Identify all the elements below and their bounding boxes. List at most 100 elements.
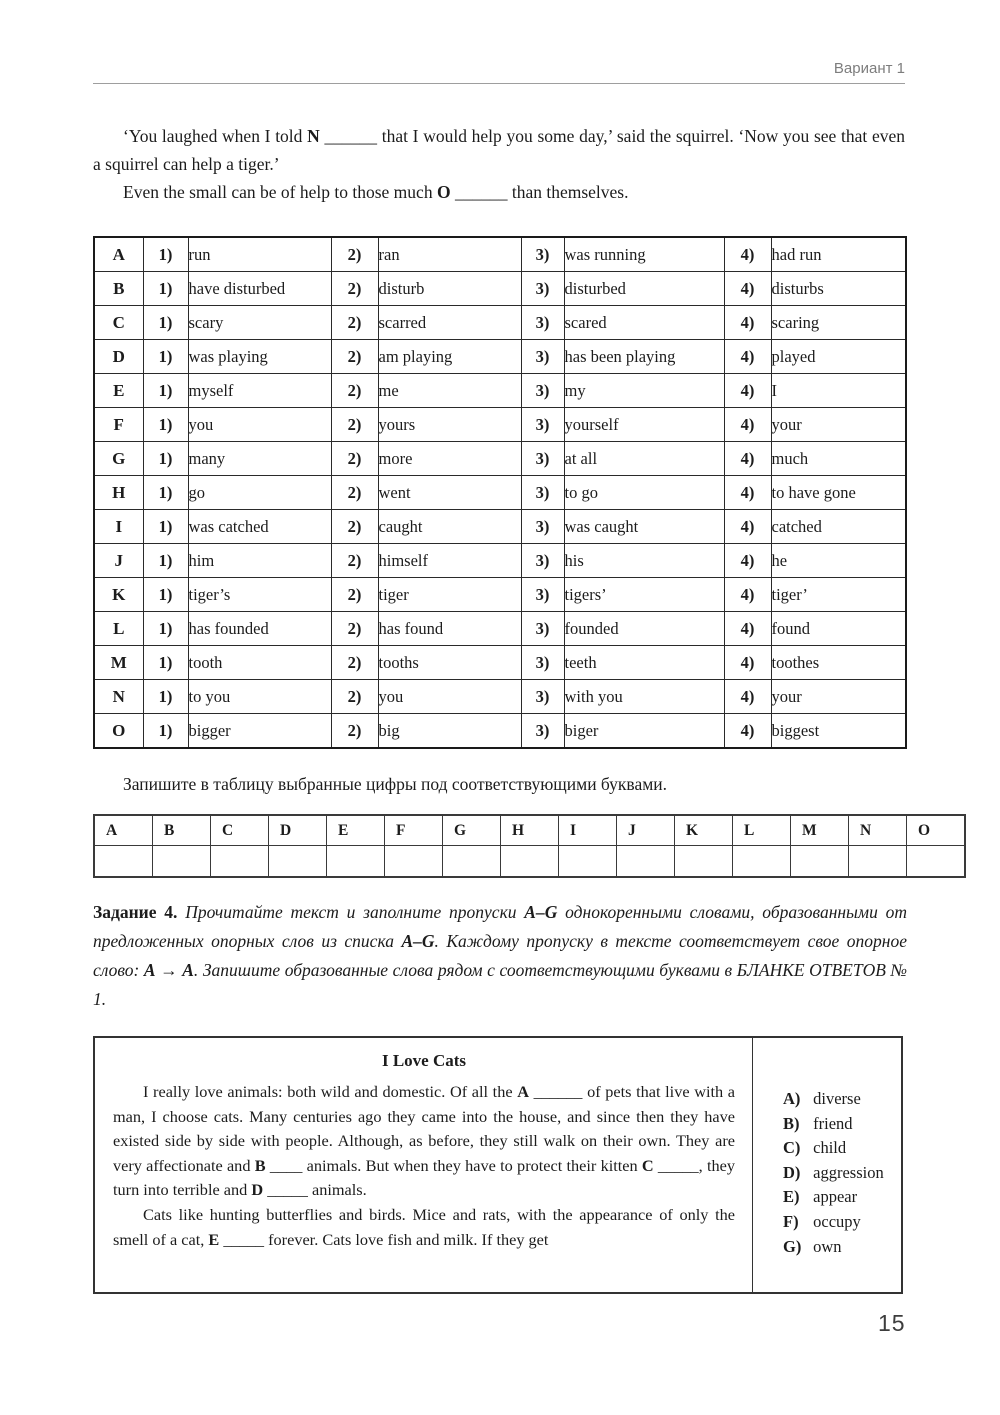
option-text: has been playing [563,339,725,374]
option-number: 2) [330,543,379,578]
answer-input-cell[interactable] [384,845,443,878]
option-text: you [187,407,332,442]
grid-letter: E [326,814,385,846]
option-text: disturb [377,271,522,306]
grid-letter: I [558,814,617,846]
option-number: 4) [723,339,772,374]
page-header: Вариант 1 [93,60,905,84]
table-row: B 1) have disturbed 2) disturb 3) disturbed 4) d… [93,271,907,306]
table-row: F 1) you 2) yours 3) yourself 4) your [93,407,907,442]
answer-input-cell[interactable] [210,845,269,878]
word-value: friend [813,1113,853,1133]
row-letter: B [93,271,144,306]
option-text: caught [377,509,522,544]
option-text: teeth [563,645,725,680]
intro-paragraph-2: Even the small can be of help to those m… [123,182,629,202]
answer-grid-instruction: Запишите в таблицу выбранные цифры под с… [123,774,668,794]
table-row: D 1) was playing 2) am playing 3) has been pla… [93,339,907,374]
answer-input-cell[interactable] [268,845,327,878]
option-text: catched [770,509,907,544]
option-number: 3) [520,679,565,714]
answer-input-cell[interactable] [500,845,559,878]
answer-input-cell[interactable] [790,845,849,878]
grid-letter: F [384,814,443,846]
page-number: 15 [878,1310,906,1336]
option-text: I [770,373,907,408]
option-text: disturbed [563,271,725,306]
answer-input-cell[interactable] [848,845,907,878]
option-number: 1) [142,679,189,714]
option-number: 4) [723,305,772,340]
option-text: to you [187,679,332,714]
option-number: 1) [142,441,189,476]
option-number: 4) [723,373,772,408]
answer-input-cell[interactable] [442,845,501,878]
grid-letter: B [152,814,211,846]
table-row: I 1) was catched 2) caught 3) was caught 4) catc… [93,509,907,544]
answer-input-cell[interactable] [93,845,153,878]
table-row: H 1) go 2) went 3) to go 4) to have gone [93,475,907,510]
option-number: 2) [330,407,379,442]
option-text: was catched [187,509,332,544]
answer-input-cell[interactable] [616,845,675,878]
row-letter: D [93,339,144,374]
text-paragraph-1: I really love animals: both wild and dom… [113,1082,736,1200]
option-text: me [377,373,522,408]
option-number: 4) [723,441,772,476]
option-number: 4) [723,713,772,749]
word-list-column: A) diverse B) friend C) child D) aggress… [753,1038,901,1292]
word-list-item: G) own [783,1235,901,1260]
option-number: 4) [723,679,772,714]
option-text: much [770,441,907,476]
word-list-item: D) aggression [783,1161,901,1186]
word-list-item: A) diverse [783,1087,901,1112]
option-text: disturbs [770,271,907,306]
option-number: 3) [520,441,565,476]
option-text: am playing [377,339,522,374]
option-text: played [770,339,907,374]
option-number: 4) [723,236,772,272]
row-letter: H [93,475,144,510]
option-text: my [563,373,725,408]
grid-letter: A [93,814,153,846]
answer-input-cell[interactable] [152,845,211,878]
word-list-item: F) occupy [783,1210,901,1235]
answer-grid-letters-row: A B C D E F G H I J K L M N O [93,814,966,846]
answer-input-cell[interactable] [674,845,733,878]
table-row: G 1) many 2) more 3) at all 4) much [93,441,907,476]
task-4-instruction: Задание 4. Прочитайте текст и заполните … [93,902,907,1009]
grid-letter: K [674,814,733,846]
option-number: 3) [520,475,565,510]
word-value: appear [813,1187,858,1207]
answer-input-cell[interactable] [732,845,791,878]
option-text: his [563,543,725,578]
option-text: your [770,679,907,714]
text-paragraph-2: Cats like hunting butterflies and birds.… [113,1204,735,1249]
option-text: found [770,611,907,646]
word-label: C) [783,1138,801,1158]
answer-input-cell[interactable] [906,845,966,878]
option-number: 4) [723,543,772,578]
option-number: 1) [142,577,189,612]
word-value: own [813,1236,842,1256]
option-text: tiger [377,577,522,612]
option-text: him [187,543,332,578]
answer-input-cell[interactable] [558,845,617,878]
intro-text: ‘You laughed when I told N ______ that I… [93,122,905,206]
option-text: ran [377,236,522,272]
option-text: many [187,441,332,476]
reading-text-column: I Love Cats I really love animals: both … [95,1038,753,1292]
option-number: 1) [142,543,189,578]
option-number: 4) [723,475,772,510]
grid-letter: J [616,814,675,846]
option-number: 2) [330,441,379,476]
table-row: L 1) has founded 2) has found 3) founded 4) foun… [93,611,907,646]
word-list-item: E) appear [783,1185,901,1210]
option-text: had run [770,236,907,272]
row-letter: G [93,441,144,476]
option-number: 2) [330,373,379,408]
answer-input-cell[interactable] [326,845,385,878]
option-number: 4) [723,577,772,612]
grid-letter: G [442,814,501,846]
